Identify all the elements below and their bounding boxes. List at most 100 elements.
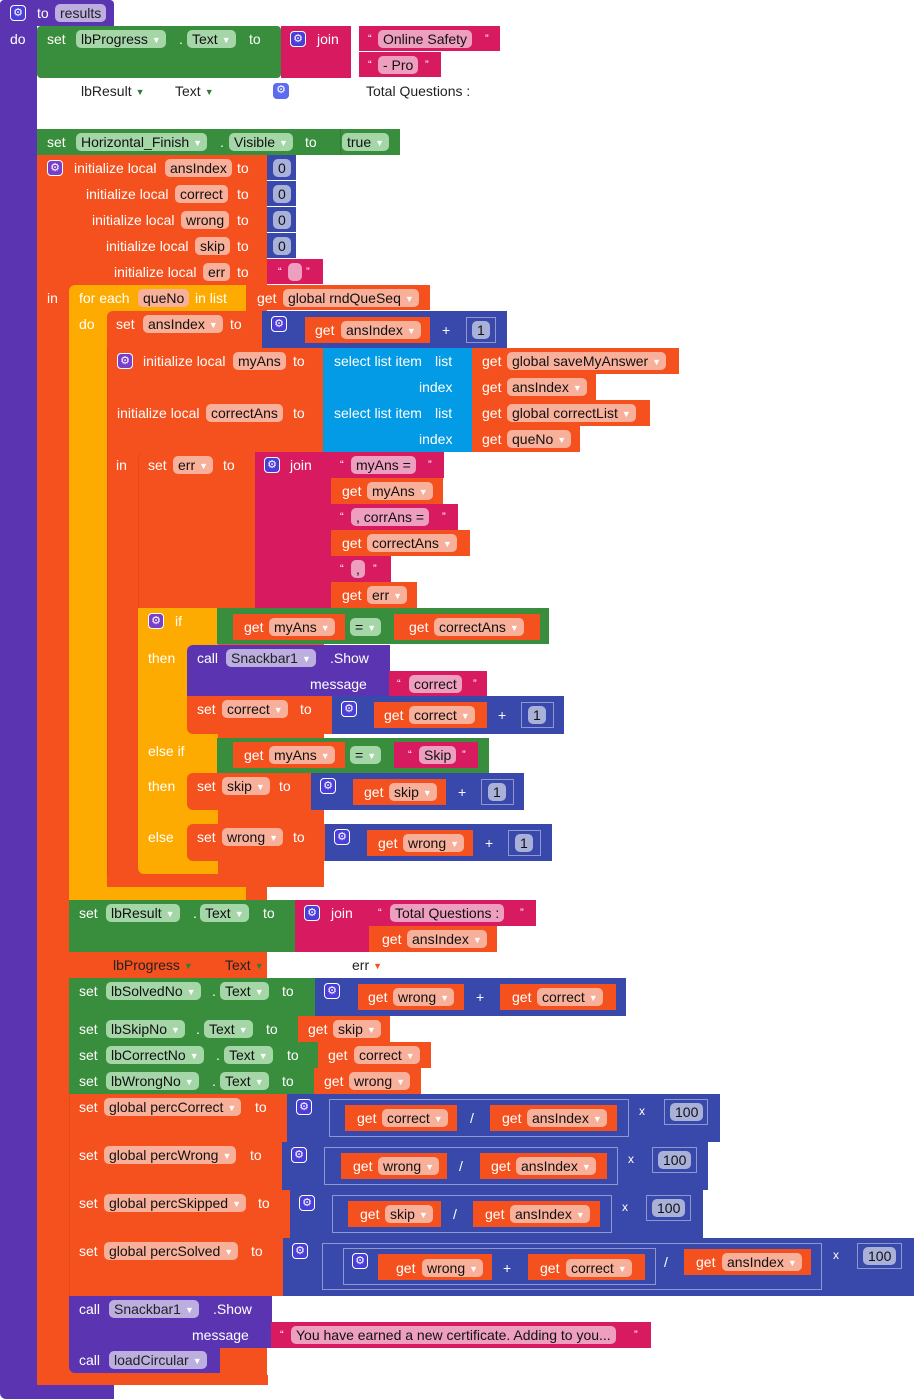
variable-dropdown[interactable]: myAns ▼: [269, 618, 335, 636]
local-name[interactable]: correctAns: [206, 404, 283, 422]
variable-dropdown[interactable]: ansIndex ▼: [722, 1253, 802, 1271]
variable-dropdown[interactable]: skip ▼: [385, 1205, 433, 1223]
text-value[interactable]: You have earned a new certificate. Addin…: [291, 1326, 616, 1344]
property-dropdown[interactable]: Text ▼: [224, 1046, 273, 1064]
text-value[interactable]: Skip: [419, 746, 457, 764]
variable-dropdown[interactable]: wrong ▼: [393, 988, 455, 1006]
variable-dropdown[interactable]: global percWrong ▼: [104, 1146, 237, 1164]
boolean-dropdown[interactable]: true ▼: [342, 133, 390, 151]
number-value[interactable]: 100: [863, 1247, 897, 1265]
variable-dropdown[interactable]: global percSolved ▼: [104, 1242, 239, 1260]
variable-dropdown[interactable]: wrong ▼: [222, 828, 284, 846]
variable-dropdown[interactable]: correct ▼: [222, 700, 288, 718]
variable-dropdown[interactable]: wrong ▼: [378, 1157, 440, 1175]
local-name[interactable]: skip: [195, 237, 230, 255]
component-dropdown[interactable]: lbWrongNo ▼: [106, 1072, 199, 1090]
mutator-gear-icon[interactable]: ⚙: [290, 31, 306, 47]
number-value[interactable]: 100: [652, 1199, 686, 1217]
local-name[interactable]: err: [203, 263, 231, 281]
variable-dropdown[interactable]: ansIndex ▼: [507, 378, 587, 396]
operator-dropdown[interactable]: = ▼: [350, 618, 382, 636]
select-list-item-block[interactable]: [323, 400, 473, 452]
mutator-gear-icon[interactable]: ⚙: [47, 160, 63, 176]
variable-dropdown[interactable]: wrong ▼: [403, 834, 465, 852]
number-value[interactable]: 0: [273, 211, 291, 229]
component-dropdown[interactable]: lbProgress ▼: [76, 30, 166, 48]
variable-dropdown[interactable]: global percCorrect ▼: [104, 1098, 242, 1116]
number-value[interactable]: 1: [472, 321, 490, 339]
mutator-gear-icon[interactable]: ⚙: [304, 905, 320, 921]
divide-block[interactable]: [324, 1147, 618, 1185]
variable-dropdown[interactable]: correct ▼: [409, 706, 475, 724]
mutator-gear-icon[interactable]: ⚙: [271, 316, 287, 332]
number-value[interactable]: 1: [488, 783, 506, 801]
mutator-gear-icon[interactable]: ⚙: [299, 1195, 315, 1211]
property-dropdown[interactable]: Text ▼: [220, 1072, 269, 1090]
variable-dropdown[interactable]: correct ▼: [537, 988, 603, 1006]
number-block[interactable]: [466, 317, 496, 343]
text-value[interactable]: Online Safety: [378, 30, 473, 48]
number-value[interactable]: 0: [273, 185, 291, 203]
component-dropdown[interactable]: Snackbar1 ▼: [226, 649, 316, 667]
procedure-dropdown[interactable]: loadCircular ▼: [109, 1351, 207, 1369]
mutator-gear-icon[interactable]: ⚙: [334, 829, 350, 845]
component-dropdown[interactable]: lbResult ▼: [106, 904, 180, 922]
variable-dropdown[interactable]: global correctList ▼: [507, 404, 636, 422]
variable-dropdown[interactable]: myAns ▼: [269, 746, 335, 764]
variable-dropdown[interactable]: myAns ▼: [367, 482, 433, 500]
local-name[interactable]: ansIndex: [165, 159, 232, 177]
variable-dropdown[interactable]: queNo ▼: [507, 430, 572, 448]
variable-dropdown[interactable]: ansIndex ▼: [510, 1205, 590, 1223]
variable-dropdown[interactable]: err ▼: [367, 586, 408, 604]
text-value[interactable]: - Pro: [378, 56, 419, 74]
mutator-gear-icon[interactable]: ⚙: [341, 701, 357, 717]
addition-block[interactable]: [343, 1248, 656, 1285]
local-name[interactable]: myAns: [233, 352, 286, 370]
variable-dropdown[interactable]: ansIndex ▼: [516, 1157, 596, 1175]
variable-dropdown[interactable]: correctAns ▼: [367, 534, 457, 552]
variable-dropdown[interactable]: correct ▼: [566, 1259, 632, 1277]
mutator-gear-icon[interactable]: ⚙: [296, 1099, 312, 1115]
variable-dropdown[interactable]: ansIndex ▼: [143, 315, 223, 333]
number-block[interactable]: [481, 779, 514, 805]
number-value[interactable]: 1: [528, 706, 546, 724]
component-dropdown[interactable]: lbSkipNo ▼: [106, 1020, 185, 1038]
variable-dropdown[interactable]: global saveMyAnswer ▼: [507, 352, 667, 370]
number-value[interactable]: 100: [670, 1103, 704, 1121]
local-name[interactable]: correct: [175, 185, 228, 203]
text-value[interactable]: myAns =: [351, 456, 416, 474]
property-dropdown[interactable]: Text ▼: [200, 904, 249, 922]
variable-dropdown[interactable]: ansIndex ▼: [407, 930, 487, 948]
procedure-name[interactable]: results: [55, 4, 107, 22]
local-name[interactable]: wrong: [181, 211, 230, 229]
mutator-gear-icon[interactable]: ⚙: [292, 1243, 308, 1259]
mutator-gear-icon[interactable]: ⚙: [117, 353, 133, 369]
number-value[interactable]: 0: [273, 159, 291, 177]
text-value[interactable]: ,: [351, 560, 365, 578]
variable-dropdown[interactable]: global percSkipped ▼: [104, 1194, 247, 1212]
text-value[interactable]: , corrAns =: [351, 508, 430, 526]
set-err-block[interactable]: [138, 452, 256, 608]
text-value[interactable]: correct: [409, 675, 462, 693]
property-dropdown[interactable]: Visible ▼: [229, 133, 293, 151]
mutator-gear-icon[interactable]: ⚙: [324, 983, 340, 999]
variable-dropdown[interactable]: wrong ▼: [422, 1259, 484, 1277]
component-dropdown[interactable]: lbSolvedNo ▼: [106, 982, 201, 1000]
property-dropdown[interactable]: Text ▼: [204, 1020, 253, 1038]
number-value[interactable]: 1: [515, 834, 533, 852]
select-list-item-block[interactable]: [323, 348, 473, 400]
loop-var[interactable]: queNo: [138, 289, 190, 307]
variable-dropdown[interactable]: correctAns ▼: [434, 618, 524, 636]
variable-dropdown[interactable]: ansIndex ▼: [341, 321, 421, 339]
mutator-gear-icon[interactable]: ⚙: [320, 778, 336, 794]
variable-dropdown[interactable]: wrong ▼: [349, 1072, 411, 1090]
variable-dropdown[interactable]: correct ▼: [354, 1046, 420, 1064]
property-dropdown[interactable]: Text ▼: [187, 30, 236, 48]
number-block[interactable]: [508, 830, 541, 856]
set-lbresult-block[interactable]: [69, 900, 295, 952]
variable-dropdown[interactable]: skip ▼: [222, 777, 270, 795]
property-dropdown[interactable]: Text ▼: [220, 982, 269, 1000]
divide-block[interactable]: [322, 1243, 822, 1290]
variable-dropdown[interactable]: err ▼: [173, 456, 214, 474]
number-value[interactable]: 0: [273, 237, 291, 255]
